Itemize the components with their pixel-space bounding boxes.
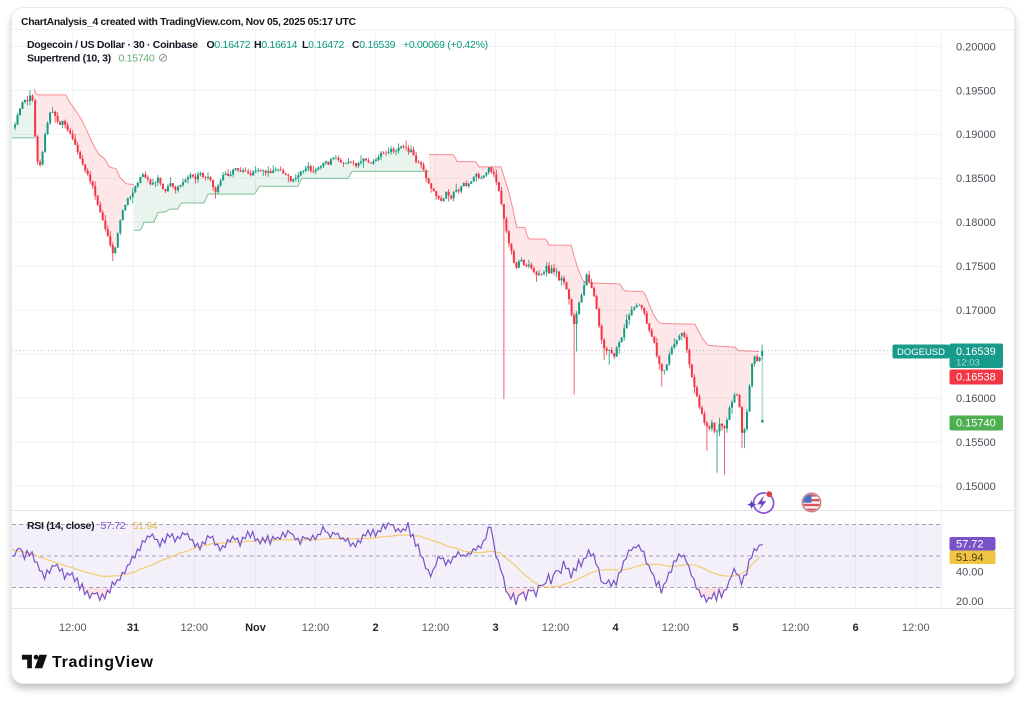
- svg-text:0.20000: 0.20000: [956, 41, 996, 53]
- svg-text:0.16538: 0.16538: [956, 372, 996, 384]
- svg-text:2: 2: [372, 622, 378, 634]
- svg-text:12:00: 12:00: [902, 622, 930, 634]
- svg-text:31: 31: [127, 622, 139, 634]
- svg-text:+0.00069 (+0.42%): +0.00069 (+0.42%): [403, 39, 488, 51]
- svg-text:0.18500: 0.18500: [956, 173, 996, 185]
- svg-text:0.17000: 0.17000: [956, 305, 996, 317]
- svg-text:0.15740: 0.15740: [956, 418, 996, 430]
- svg-text:40.00: 40.00: [956, 567, 984, 579]
- svg-text:Dogecoin / US Dollar · 30 · Co: Dogecoin / US Dollar · 30 · Coinbase: [27, 39, 198, 51]
- svg-text:0.15500: 0.15500: [956, 437, 996, 449]
- svg-text:TradingView: TradingView: [52, 654, 154, 671]
- svg-text:O0.16472: O0.16472: [207, 39, 251, 51]
- svg-text:H0.16614: H0.16614: [254, 39, 298, 51]
- svg-text:Supertrend (10, 3): Supertrend (10, 3): [27, 53, 111, 65]
- svg-text:51.94: 51.94: [133, 520, 158, 532]
- svg-text:12:00: 12:00: [782, 622, 810, 634]
- svg-text:0.16539: 0.16539: [956, 346, 996, 358]
- svg-text:0.15000: 0.15000: [956, 481, 996, 493]
- svg-text:12:00: 12:00: [181, 622, 209, 634]
- svg-text:RSI (14, close): RSI (14, close): [27, 520, 94, 532]
- svg-text:DOGEUSD: DOGEUSD: [897, 347, 945, 358]
- svg-text:0.17500: 0.17500: [956, 261, 996, 273]
- svg-text:12:00: 12:00: [59, 622, 87, 634]
- svg-text:57.72: 57.72: [956, 538, 984, 550]
- svg-text:0.19000: 0.19000: [956, 129, 996, 141]
- svg-text:57.72: 57.72: [101, 520, 126, 532]
- svg-text:L0.16472: L0.16472: [302, 39, 344, 51]
- svg-text:51.94: 51.94: [956, 552, 984, 564]
- svg-text:4: 4: [612, 622, 619, 634]
- svg-text:0.19500: 0.19500: [956, 85, 996, 97]
- svg-text:3: 3: [492, 622, 498, 634]
- svg-text:12:00: 12:00: [662, 622, 690, 634]
- svg-text:C0.16539: C0.16539: [352, 39, 396, 51]
- svg-text:12:03: 12:03: [956, 358, 980, 369]
- svg-text:12:00: 12:00: [302, 622, 330, 634]
- svg-text:Nov: Nov: [245, 622, 267, 634]
- svg-text:6: 6: [852, 622, 858, 634]
- svg-text:ChartAnalysis_4 created with T: ChartAnalysis_4 created with TradingView…: [21, 17, 357, 28]
- svg-text:0.16000: 0.16000: [956, 393, 996, 405]
- svg-text:12:00: 12:00: [542, 622, 570, 634]
- svg-text:0.15740: 0.15740: [119, 53, 155, 65]
- svg-text:12:00: 12:00: [422, 622, 450, 634]
- svg-text:0.18000: 0.18000: [956, 217, 996, 229]
- svg-text:20.00: 20.00: [956, 596, 984, 608]
- svg-text:5: 5: [732, 622, 738, 634]
